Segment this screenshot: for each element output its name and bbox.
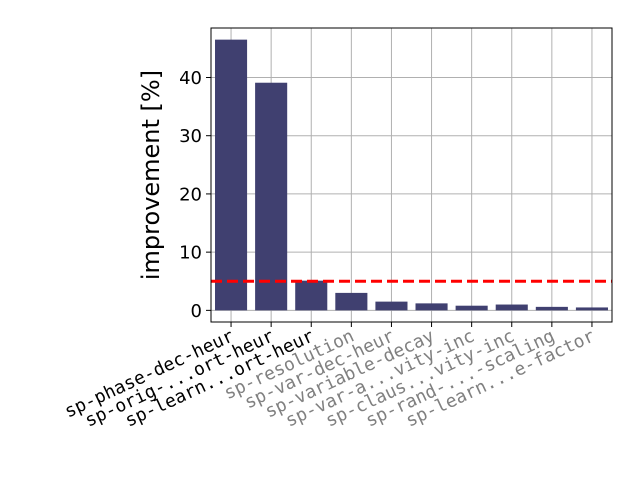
bar [335,292,368,311]
y-tick-label: 20 [179,184,202,205]
bar [375,301,408,311]
bar [495,304,528,311]
plot-frame [210,27,613,323]
bar [295,280,328,311]
y-axis-ticks: 0 10 20 30 40 [179,68,211,322]
bar [455,305,488,311]
y-tick-label: 30 [179,126,202,147]
x-axis-ticks: sp-phase-dec-heursp-orig-...ort-heursp-l… [61,322,598,432]
bar [215,39,248,311]
y-tick-label: 10 [179,243,202,264]
y-tick-label: 0 [191,301,202,322]
bar [255,82,288,311]
bars [215,39,608,311]
bar [535,306,568,311]
y-axis-label: improvement [%] [137,70,165,280]
y-tick-label: 40 [179,68,202,89]
bar [575,307,608,311]
bar [415,303,448,311]
